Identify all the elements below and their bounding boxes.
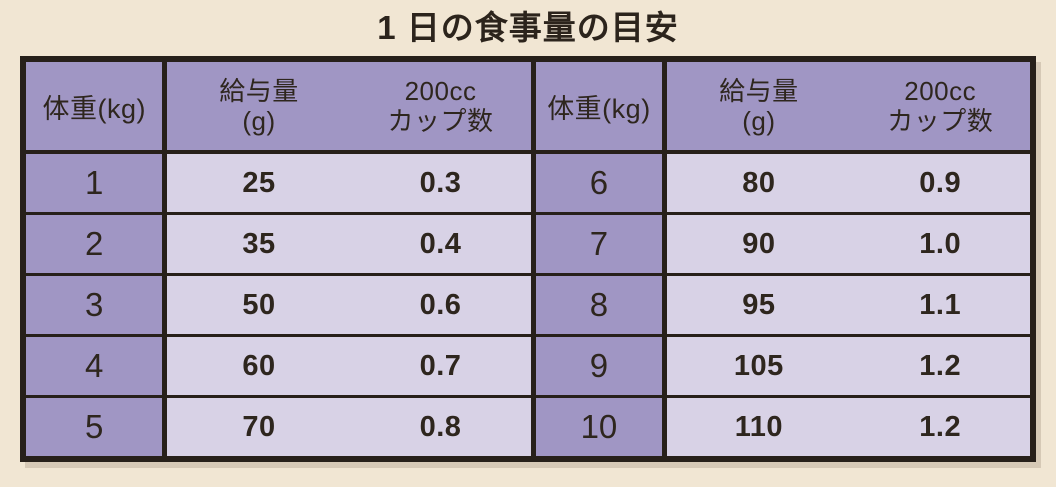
weight-cell: 6 bbox=[530, 150, 668, 214]
amount-cell: 90 bbox=[664, 212, 851, 275]
weight-cell: 9 bbox=[530, 334, 668, 397]
cups-cell: 0.3 bbox=[350, 150, 534, 214]
weight-cell: 5 bbox=[20, 395, 168, 460]
weight-header-left: 体重(kg) bbox=[20, 59, 168, 155]
cups-header-right: 200cc カップ数 bbox=[850, 59, 1033, 155]
weight-cell: 2 bbox=[20, 212, 168, 275]
cups-cell: 0.9 bbox=[850, 150, 1033, 214]
weight-header-right: 体重(kg) bbox=[530, 59, 668, 155]
amount-header-left: 給与量 (g) bbox=[164, 59, 351, 155]
cups-cell: 0.8 bbox=[350, 395, 534, 460]
feeding-table: 体重(kg) 給与量 (g) 200cc カップ数 体重(kg) 給与量 (g)… bbox=[20, 56, 1036, 463]
amount-cell: 110 bbox=[664, 395, 851, 460]
weight-cell: 8 bbox=[530, 273, 668, 336]
cups-cell: 1.2 bbox=[850, 334, 1033, 397]
amount-cell: 35 bbox=[164, 212, 351, 275]
cups-cell: 1.0 bbox=[850, 212, 1033, 275]
cups-header-left: 200cc カップ数 bbox=[350, 59, 534, 155]
table-row: 5 70 0.8 10 110 1.2 bbox=[20, 395, 1033, 460]
cups-header-right-line2: カップ数 bbox=[887, 106, 994, 137]
amount-cell: 50 bbox=[164, 273, 351, 336]
header-row: 体重(kg) 給与量 (g) 200cc カップ数 体重(kg) 給与量 (g)… bbox=[20, 59, 1033, 155]
cups-cell: 1.2 bbox=[850, 395, 1033, 460]
weight-cell: 4 bbox=[20, 334, 168, 397]
table-row: 1 25 0.3 6 80 0.9 bbox=[20, 150, 1033, 214]
cups-header-left-line2: カップ数 bbox=[387, 106, 494, 137]
amount-cell: 70 bbox=[164, 395, 351, 460]
cups-cell: 1.1 bbox=[850, 273, 1033, 336]
cups-cell: 0.4 bbox=[350, 212, 534, 275]
cups-header-right-line1: 200cc bbox=[904, 75, 977, 106]
amount-cell: 25 bbox=[164, 150, 351, 214]
amount-cell: 60 bbox=[164, 334, 351, 397]
weight-cell: 1 bbox=[20, 150, 168, 214]
weight-cell: 10 bbox=[530, 395, 668, 460]
table-row: 3 50 0.6 8 95 1.1 bbox=[20, 273, 1033, 336]
amount-header-left-line2: (g) bbox=[242, 106, 276, 137]
weight-cell: 7 bbox=[530, 212, 668, 275]
page-title: 1 日の食事量の目安 bbox=[377, 9, 679, 46]
amount-cell: 80 bbox=[664, 150, 851, 214]
cups-cell: 0.6 bbox=[350, 273, 534, 336]
cups-header-left-line1: 200cc bbox=[404, 75, 477, 106]
amount-header-right: 給与量 (g) bbox=[664, 59, 851, 155]
weight-cell: 3 bbox=[20, 273, 168, 336]
amount-header-left-line1: 給与量 bbox=[219, 75, 299, 106]
amount-header-right-line1: 給与量 bbox=[719, 75, 799, 106]
table-row: 4 60 0.7 9 105 1.2 bbox=[20, 334, 1033, 397]
feeding-table-wrapper: 体重(kg) 給与量 (g) 200cc カップ数 体重(kg) 給与量 (g)… bbox=[20, 56, 1036, 463]
table-row: 2 35 0.4 7 90 1.0 bbox=[20, 212, 1033, 275]
cups-cell: 0.7 bbox=[350, 334, 534, 397]
amount-cell: 105 bbox=[664, 334, 851, 397]
amount-header-right-line2: (g) bbox=[742, 106, 776, 137]
amount-cell: 95 bbox=[664, 273, 851, 336]
